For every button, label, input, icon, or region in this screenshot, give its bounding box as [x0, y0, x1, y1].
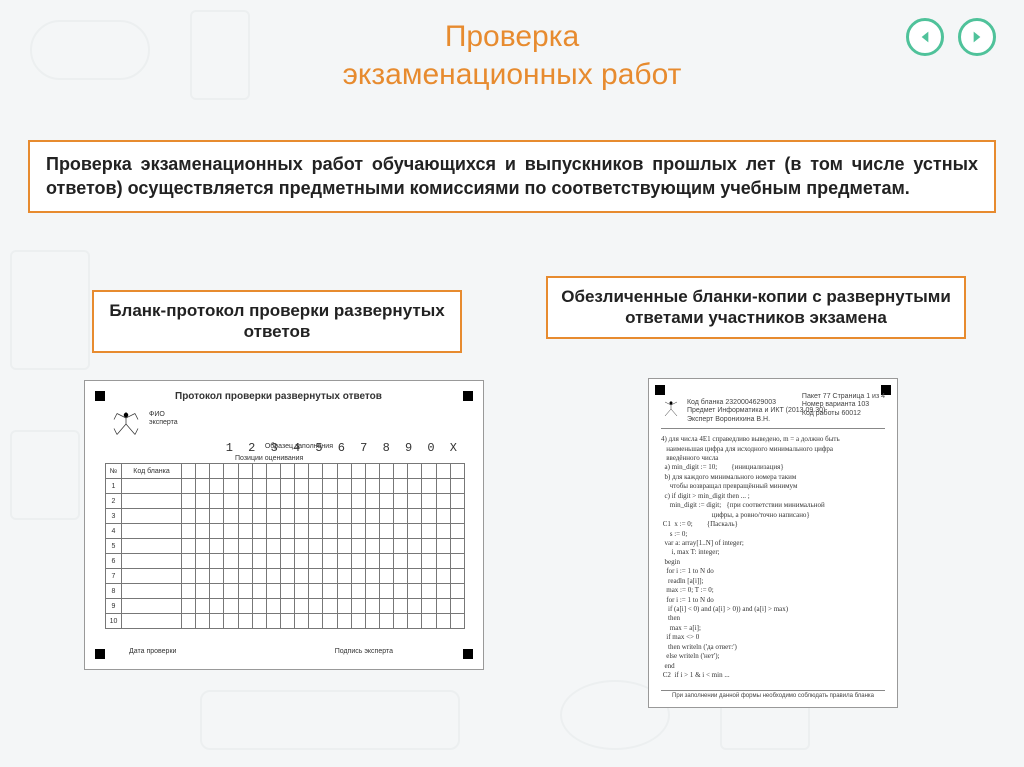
meta-line: эксперта	[149, 419, 178, 426]
handwritten-answer: 4) для числа 4E1 справедливо выведено, m…	[661, 435, 885, 680]
fiducial-marker	[95, 649, 105, 659]
intro-text-box: Проверка экзаменационных работ обучающих…	[28, 140, 996, 213]
protocol-form-preview: Протокол проверки развернутых ответов ФИ…	[84, 380, 484, 670]
left-card-text: Бланк-протокол проверки развернутых отве…	[109, 301, 444, 341]
bg-doodle	[10, 430, 80, 520]
intro-text: Проверка экзаменационных работ обучающих…	[46, 154, 978, 198]
protocol-grid: №Код бланка12345678910	[105, 463, 465, 629]
hdr-page: Пакет 77 Страница 1 из 4	[802, 393, 885, 401]
right-card-text: Обезличенные бланки-копии с развернутыми…	[561, 287, 951, 327]
section-caption: Позиции оценивания	[235, 455, 303, 462]
fiducial-marker	[95, 391, 105, 401]
left-card-label: Бланк-протокол проверки развернутых отве…	[92, 290, 462, 353]
protocol-meta: ФИО эксперта	[149, 411, 178, 428]
right-card-label: Обезличенные бланки-копии с развернутыми…	[546, 276, 966, 339]
title-line-1: Проверка	[445, 20, 579, 53]
footer-right: Подпись эксперта	[335, 648, 393, 655]
hdr-variant: Номер варианта 103	[802, 401, 885, 409]
copy-header: Код бланка 2320004629003 Предмет Информа…	[661, 399, 885, 424]
fiducial-marker	[463, 649, 473, 659]
fiducial-marker	[655, 385, 665, 395]
copy-footer: При заполнении данной формы необходимо с…	[661, 690, 885, 699]
form-logo-icon	[661, 399, 681, 419]
form-logo-icon	[111, 409, 141, 439]
title-line-2: экзаменационных работ	[343, 58, 682, 91]
footer-left: Дата проверки	[129, 648, 176, 655]
bg-doodle	[10, 250, 90, 370]
sample-digits: 1 2 3 4 5 6 7 8 9 0 X	[226, 441, 461, 455]
slide-title: Проверка экзаменационных работ	[0, 18, 1024, 93]
fiducial-marker	[463, 391, 473, 401]
bg-doodle	[200, 690, 460, 750]
protocol-title: Протокол проверки развернутых ответов	[175, 391, 382, 402]
meta-line: ФИО	[149, 411, 165, 418]
hdr-work: Код работы 60012	[802, 410, 885, 418]
answer-copy-preview: Код бланка 2320004629003 Предмет Информа…	[648, 378, 898, 708]
